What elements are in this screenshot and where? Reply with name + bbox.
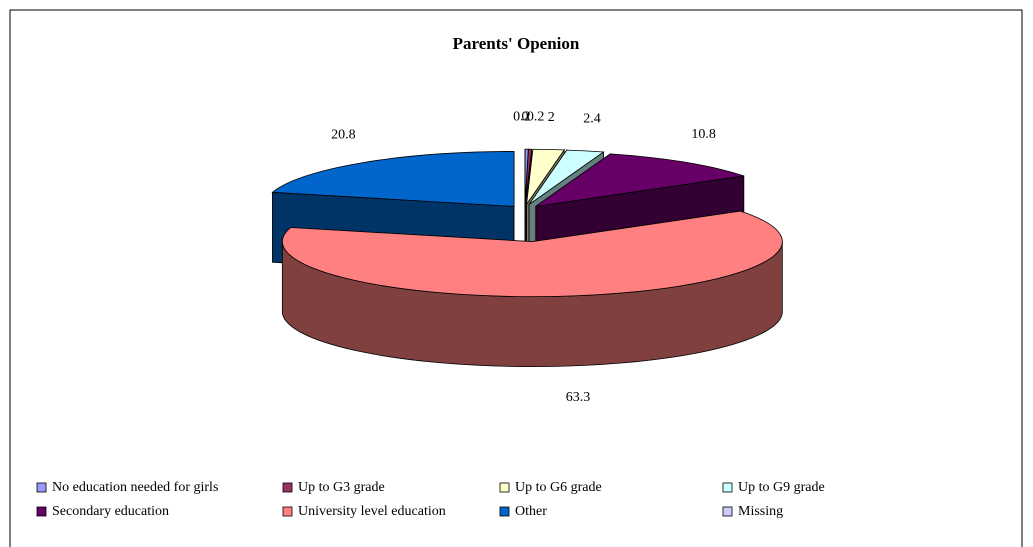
slice	[271, 151, 515, 207]
slice	[526, 148, 566, 205]
slice	[528, 149, 605, 205]
pie: 0.20.2 2 2.410.863.320.80	[271, 109, 783, 405]
legend-swatch	[722, 482, 733, 493]
legend: No education needed for girls Up to G3 gr…	[36, 480, 825, 519]
slice	[524, 148, 533, 205]
data-label: 0.2	[527, 109, 545, 124]
slice	[535, 153, 744, 207]
data-label: 0.2	[513, 109, 531, 124]
data-label: 0	[522, 109, 529, 124]
legend-swatch	[36, 506, 47, 517]
legend-swatch	[499, 482, 510, 493]
legend-label: Up to G6 grade	[515, 480, 602, 495]
chart-title: Parents' Openion	[453, 34, 580, 53]
legend-swatch	[282, 506, 293, 517]
data-label: 63.3	[566, 390, 591, 405]
legend-swatch	[282, 482, 293, 493]
legend-swatch	[36, 482, 47, 493]
legend-label: Up to G3 grade	[298, 480, 385, 495]
legend-label: Missing	[738, 504, 783, 519]
legend-label: University level education	[298, 504, 446, 519]
data-label: 2	[548, 110, 555, 125]
legend-label: Up to G9 grade	[738, 480, 825, 495]
legend-label: Secondary education	[52, 504, 169, 519]
slice	[281, 210, 783, 298]
legend-label: Other	[515, 504, 547, 519]
legend-swatch	[499, 506, 510, 517]
data-label: 10.8	[691, 127, 716, 142]
legend-label: No education needed for girls	[52, 480, 218, 495]
legend-swatch	[722, 506, 733, 517]
data-label: 20.8	[331, 128, 356, 143]
data-label: 2.4	[583, 112, 601, 127]
